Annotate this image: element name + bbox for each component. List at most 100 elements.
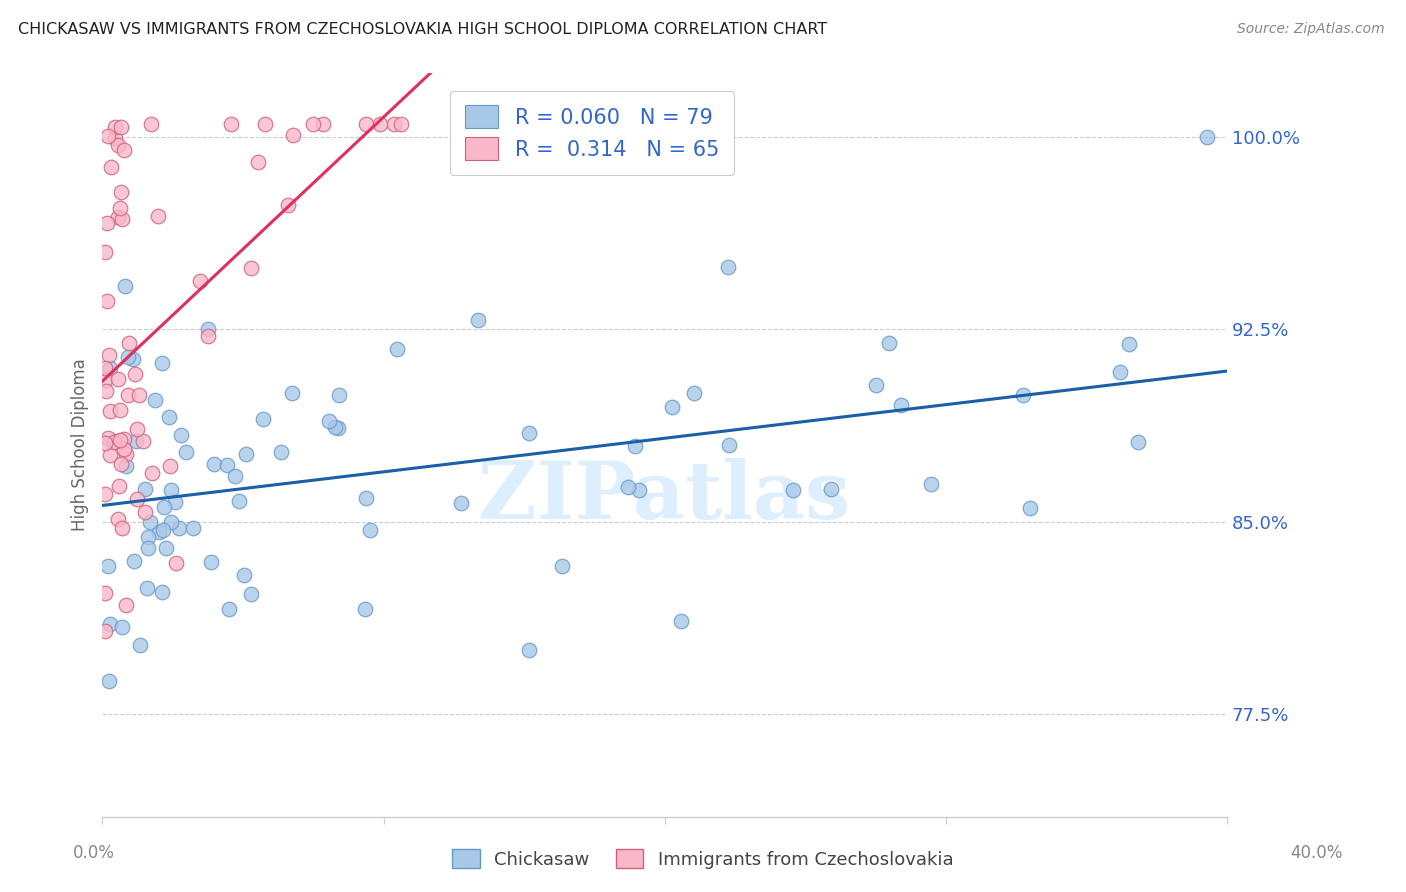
Point xyxy=(103,435,125,450)
Point xyxy=(217,458,239,473)
Point xyxy=(107,138,129,153)
Point xyxy=(108,433,131,447)
Point xyxy=(117,350,139,364)
Point xyxy=(122,351,145,366)
Point xyxy=(97,348,120,362)
Point xyxy=(110,457,132,471)
Point xyxy=(235,447,257,461)
Point xyxy=(103,131,125,145)
Point xyxy=(117,387,139,401)
Point xyxy=(661,401,683,415)
Point xyxy=(181,521,204,535)
Point xyxy=(94,487,117,501)
Point xyxy=(94,436,117,450)
Point xyxy=(865,378,887,392)
Point xyxy=(224,468,246,483)
Point xyxy=(197,329,219,343)
Legend: Chickasaw, Immigrants from Czechoslovakia: Chickasaw, Immigrants from Czechoslovaki… xyxy=(446,842,960,876)
Point xyxy=(281,386,304,401)
Point xyxy=(108,479,131,493)
Point xyxy=(328,388,350,402)
Point xyxy=(141,466,163,480)
Point xyxy=(150,585,173,599)
Point xyxy=(139,117,162,131)
Point xyxy=(108,403,131,417)
Point xyxy=(112,144,135,158)
Point xyxy=(519,425,541,440)
Point xyxy=(127,491,149,506)
Point xyxy=(682,386,704,401)
Point xyxy=(890,398,912,412)
Point xyxy=(94,244,117,259)
Point xyxy=(1118,337,1140,351)
Y-axis label: High School Diploma: High School Diploma xyxy=(72,359,89,531)
Point xyxy=(188,274,211,288)
Legend: R = 0.060   N = 79, R =  0.314   N = 65: R = 0.060 N = 79, R = 0.314 N = 65 xyxy=(450,91,734,175)
Text: 40.0%: 40.0% xyxy=(1289,844,1343,862)
Point xyxy=(138,516,160,530)
Point xyxy=(228,493,250,508)
Point xyxy=(627,483,650,497)
Point xyxy=(98,674,121,689)
Point xyxy=(517,643,540,657)
Point xyxy=(98,617,121,632)
Point xyxy=(202,457,225,471)
Point xyxy=(197,322,219,336)
Point xyxy=(165,556,187,570)
Point xyxy=(97,129,120,144)
Point xyxy=(114,279,136,293)
Point xyxy=(148,524,170,539)
Point xyxy=(221,117,243,131)
Point xyxy=(114,599,136,613)
Text: Source: ZipAtlas.com: Source: ZipAtlas.com xyxy=(1237,22,1385,37)
Point xyxy=(270,445,292,459)
Point xyxy=(353,602,375,616)
Point xyxy=(146,210,169,224)
Point xyxy=(1108,366,1130,380)
Point xyxy=(247,155,270,169)
Point xyxy=(328,421,350,435)
Point xyxy=(94,624,117,638)
Point xyxy=(354,117,377,131)
Point xyxy=(115,458,138,473)
Point xyxy=(218,602,240,616)
Point xyxy=(155,541,177,555)
Point xyxy=(920,476,942,491)
Point xyxy=(617,480,640,494)
Point xyxy=(467,313,489,327)
Point xyxy=(368,117,391,131)
Point xyxy=(877,336,900,351)
Point xyxy=(96,216,118,230)
Point xyxy=(1012,388,1035,402)
Point xyxy=(669,615,692,629)
Point xyxy=(97,431,120,445)
Point xyxy=(318,414,340,428)
Point xyxy=(104,120,127,135)
Point xyxy=(450,496,472,510)
Point xyxy=(111,211,134,226)
Point xyxy=(110,185,132,199)
Point xyxy=(302,117,325,131)
Point xyxy=(122,554,145,568)
Point xyxy=(98,360,121,375)
Text: 0.0%: 0.0% xyxy=(73,844,115,862)
Point xyxy=(94,360,117,375)
Point xyxy=(100,160,122,174)
Point xyxy=(169,427,191,442)
Point xyxy=(233,568,256,582)
Point xyxy=(820,482,842,496)
Point xyxy=(111,521,134,535)
Point xyxy=(253,117,276,131)
Point xyxy=(354,491,377,505)
Point xyxy=(160,483,183,498)
Point xyxy=(94,586,117,600)
Point xyxy=(97,558,120,573)
Point xyxy=(382,117,405,131)
Point xyxy=(110,120,132,135)
Point xyxy=(1019,501,1042,516)
Point xyxy=(325,420,347,434)
Point xyxy=(782,483,804,498)
Point xyxy=(136,541,159,556)
Point xyxy=(105,434,128,449)
Point xyxy=(143,392,166,407)
